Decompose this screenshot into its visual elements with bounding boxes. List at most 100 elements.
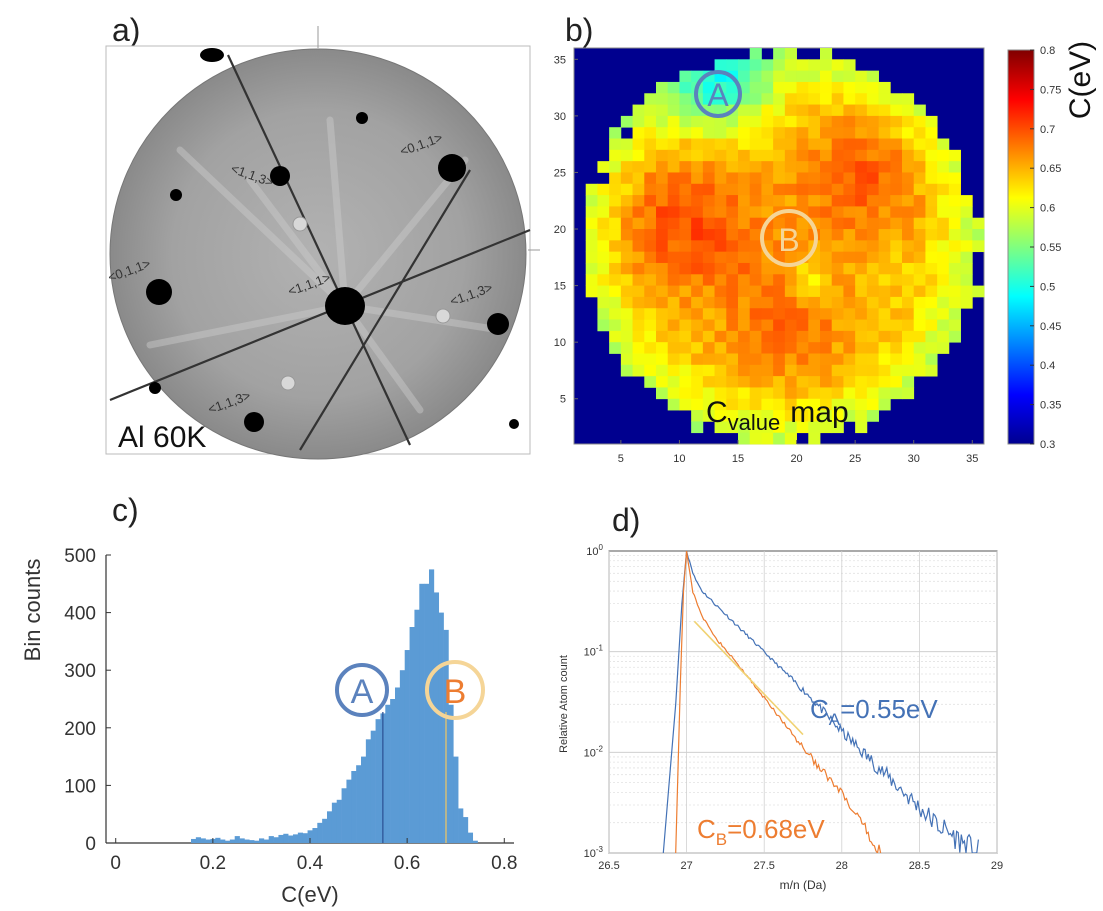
heatmap-cell [773, 195, 786, 207]
histogram-bar [463, 817, 469, 843]
heatmap-cell [691, 195, 704, 207]
heatmap-cell [749, 149, 762, 162]
heatmap-cell [656, 330, 669, 343]
heatmap-cell [948, 195, 961, 207]
heatmap-cell [609, 319, 622, 332]
heatmap-cell [761, 421, 774, 434]
histogram-bar [307, 830, 313, 843]
heatmap-cell [960, 217, 973, 230]
heatmap-cell [820, 70, 833, 83]
heatmap-cell [620, 308, 633, 320]
heatmap-cell [831, 172, 844, 185]
heatmap-cell [808, 353, 821, 366]
heatmap-cell [820, 206, 833, 219]
heatmap-cell [913, 138, 926, 151]
heatmap-cell [925, 127, 938, 139]
heatmap-cell [726, 195, 739, 207]
heatmap-cell [831, 161, 844, 173]
heatmap-cell [714, 296, 727, 309]
heatmap-cell [597, 251, 610, 264]
heatmap-cell [761, 59, 774, 72]
heatmap-cell [855, 319, 868, 332]
heatmap-cell [726, 183, 739, 196]
heatmap-cell [866, 330, 879, 343]
heatmap-cell [726, 81, 739, 94]
heatmap-cell [632, 353, 645, 366]
histogram-marker-b-ring [425, 660, 485, 720]
heatmap-cell [808, 262, 821, 275]
heatmap-cell [902, 172, 915, 185]
spectrum-label-a-main: C [810, 694, 829, 724]
heatmap-cell [679, 308, 692, 320]
heatmap-cell [714, 127, 727, 139]
heatmap-cell [691, 127, 704, 139]
heatmap-cell [773, 115, 786, 128]
heatmap-cell [656, 172, 669, 185]
heatmap-cell [597, 240, 610, 253]
heatmap-cell [855, 240, 868, 253]
heatmap-cell [913, 274, 926, 286]
heatmap-cell [808, 330, 821, 343]
heatmap-cell [843, 274, 856, 286]
heatmap-cell [749, 285, 762, 298]
heatmap-cell [796, 195, 809, 207]
heatmap-cell [866, 364, 879, 377]
heatmap-cell [726, 93, 739, 105]
heatmap-cell [691, 172, 704, 185]
histogram-bar [404, 650, 410, 843]
heatmap-cell [714, 217, 727, 230]
heatmap-cell [796, 353, 809, 366]
heatmap-cell [749, 308, 762, 320]
heatmap-cell [702, 398, 715, 411]
heatmap-cell [691, 285, 704, 298]
heatmap-cell [855, 172, 868, 185]
heatmap-cell [855, 285, 868, 298]
heatmap-cell [902, 251, 915, 264]
heatmap-cell [796, 251, 809, 264]
histogram-bar [453, 756, 459, 843]
heatmap-cell [691, 387, 704, 400]
histogram-bar [278, 834, 284, 843]
heatmap-cell [890, 229, 903, 241]
heatmap-cell [796, 127, 809, 139]
heatmap-y-tick-label: 35 [554, 54, 566, 66]
heatmap-cell [691, 81, 704, 94]
heatmap-cell [773, 432, 786, 445]
heatmap-cell [890, 127, 903, 139]
spectrum-y-tick-label: 10-2 [584, 744, 604, 759]
heatmap-cell [609, 195, 622, 207]
heatmap-cell [749, 127, 762, 139]
heatmap-cell [597, 161, 610, 173]
heatmap-cell [937, 240, 950, 253]
heatmap-cell [691, 240, 704, 253]
heatmap-cell [702, 127, 715, 139]
spectrum-label-a: CA=0.55eV [810, 694, 938, 729]
heatmap-cell [609, 285, 622, 298]
heatmap-cell [902, 353, 915, 366]
histogram-bar [472, 840, 478, 843]
heatmap-cell [597, 262, 610, 275]
heatmap-cell [773, 398, 786, 411]
heatmap-cell [761, 93, 774, 105]
heatmap-cell [656, 319, 669, 332]
heatmap-cell [831, 195, 844, 207]
heatmap-cell [597, 229, 610, 241]
heatmap-cell [913, 115, 926, 128]
heatmap-cell [913, 161, 926, 173]
heatmap-cell [937, 285, 950, 298]
heatmap-cell [644, 115, 657, 128]
heatmap-cell [749, 319, 762, 332]
heatmap-y-tick-label: 15 [554, 281, 566, 293]
heatmap-cell [808, 398, 821, 411]
heatmap-cell [620, 353, 633, 366]
heatmap-x-tick-label: 20 [790, 453, 802, 465]
heatmap-cell [820, 251, 833, 264]
heatmap-cell [890, 172, 903, 185]
heatmap-cell [937, 274, 950, 286]
heatmap-cell [597, 296, 610, 309]
heatmap-cell [656, 353, 669, 366]
heatmap-cell [679, 387, 692, 400]
heatmap-cell [761, 183, 774, 196]
